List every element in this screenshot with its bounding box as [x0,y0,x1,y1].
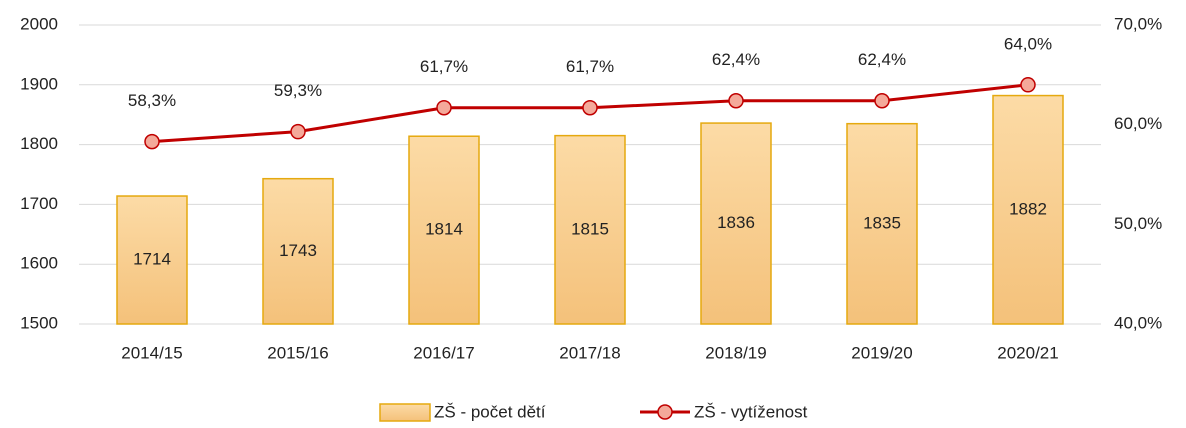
y-tick-label: 1900 [20,74,58,93]
y-tick-label: 1600 [20,254,58,273]
y-tick-label: 1500 [20,313,58,332]
line-label: 61,7% [566,57,614,76]
y-tick-label: 1800 [20,134,58,153]
bar-label: 1814 [425,220,463,239]
bar [992,94,1064,325]
line-label: 62,4% [858,50,906,69]
line-marker [874,92,890,109]
y2-tick-label: 40,0% [1114,313,1162,332]
x-tick-label: 2020/21 [997,343,1058,362]
bar [262,177,334,325]
x-tick-label: 2019/20 [851,343,912,362]
y-tick-label: 1700 [20,194,58,213]
line-label: 62,4% [712,50,760,69]
legend-marker [657,404,673,420]
bar-label: 1882 [1009,199,1047,218]
line-marker [728,92,744,109]
bar-label: 1836 [717,213,755,232]
bar-label: 1714 [133,249,171,268]
y2-tick-label: 70,0% [1114,14,1162,33]
bar-label: 1743 [279,241,317,260]
x-tick-label: 2015/16 [267,343,328,362]
bar-label: 1815 [571,219,609,238]
x-tick-label: 2014/15 [121,343,182,362]
line-label: 61,7% [420,57,468,76]
bar [554,134,626,325]
bar [700,122,772,325]
x-tick-label: 2016/17 [413,343,474,362]
line-label: 59,3% [274,81,322,100]
line-marker [144,133,160,150]
x-tick-label: 2017/18 [559,343,620,362]
legend-label: ZŠ - počet dětí [434,402,546,421]
line-label: 64,0% [1004,34,1052,53]
line-marker [582,99,598,116]
x-tick-label: 2018/19 [705,343,766,362]
line-marker [1020,77,1036,93]
line-marker [436,99,452,116]
y2-tick-label: 60,0% [1114,114,1162,133]
bar [116,195,188,325]
legend-label: ZŠ - vytíženost [694,402,808,421]
legend-swatch [379,403,431,422]
bar-label: 1835 [863,213,901,232]
bar [846,122,918,325]
line-label: 58,3% [128,91,176,110]
y-tick-label: 2000 [20,14,58,33]
bar [408,135,480,325]
y2-tick-label: 50,0% [1114,214,1162,233]
line-marker [290,123,306,140]
